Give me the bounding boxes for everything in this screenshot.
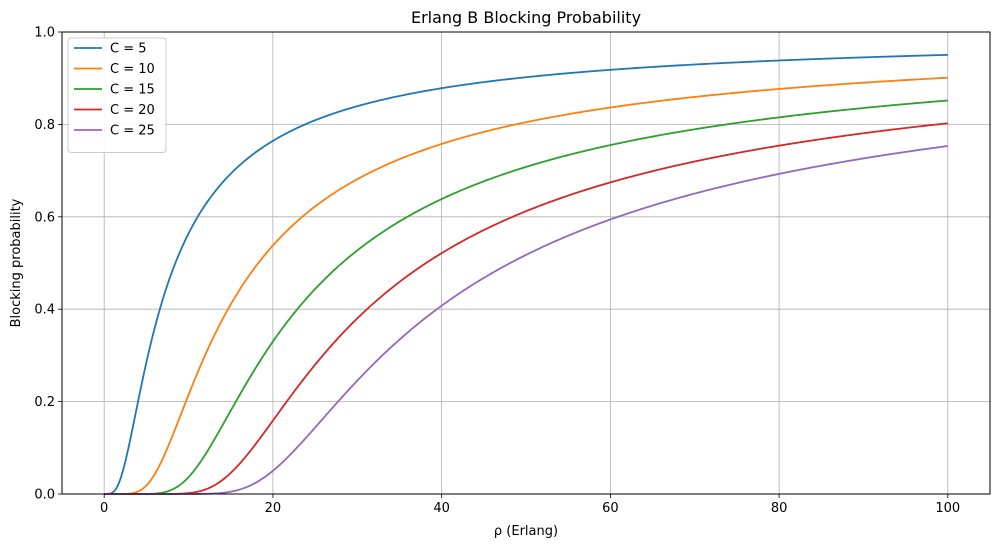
legend: C = 5 C = 10 C = 15 C = 20 C = 25 xyxy=(68,38,166,153)
x-tick-label: 100 xyxy=(935,501,960,516)
legend-label-c5: C = 5 xyxy=(110,42,147,57)
x-tick-label: 40 xyxy=(433,501,450,516)
y-tick-label: 0.6 xyxy=(34,210,55,225)
legend-label-c15: C = 15 xyxy=(110,83,155,98)
x-axis-label: ρ (Erlang) xyxy=(494,524,558,539)
y-axis-label: Blocking probability xyxy=(9,198,24,327)
x-tick-label: 20 xyxy=(265,501,282,516)
legend-label-c20: C = 20 xyxy=(110,103,155,118)
legend-label-c25: C = 25 xyxy=(110,124,155,139)
chart-title: Erlang B Blocking Probability xyxy=(411,8,641,27)
legend-label-c10: C = 10 xyxy=(110,62,155,77)
y-tick-label: 0.4 xyxy=(34,303,55,318)
y-tick-label: 0.2 xyxy=(34,395,55,410)
x-tick-label: 0 xyxy=(100,501,108,516)
x-tick-label: 80 xyxy=(771,501,788,516)
y-tick-label: 1.0 xyxy=(34,26,55,41)
y-tick-label: 0.8 xyxy=(34,118,55,133)
y-tick-label: 0.0 xyxy=(34,488,55,503)
x-tick-label: 60 xyxy=(602,501,619,516)
